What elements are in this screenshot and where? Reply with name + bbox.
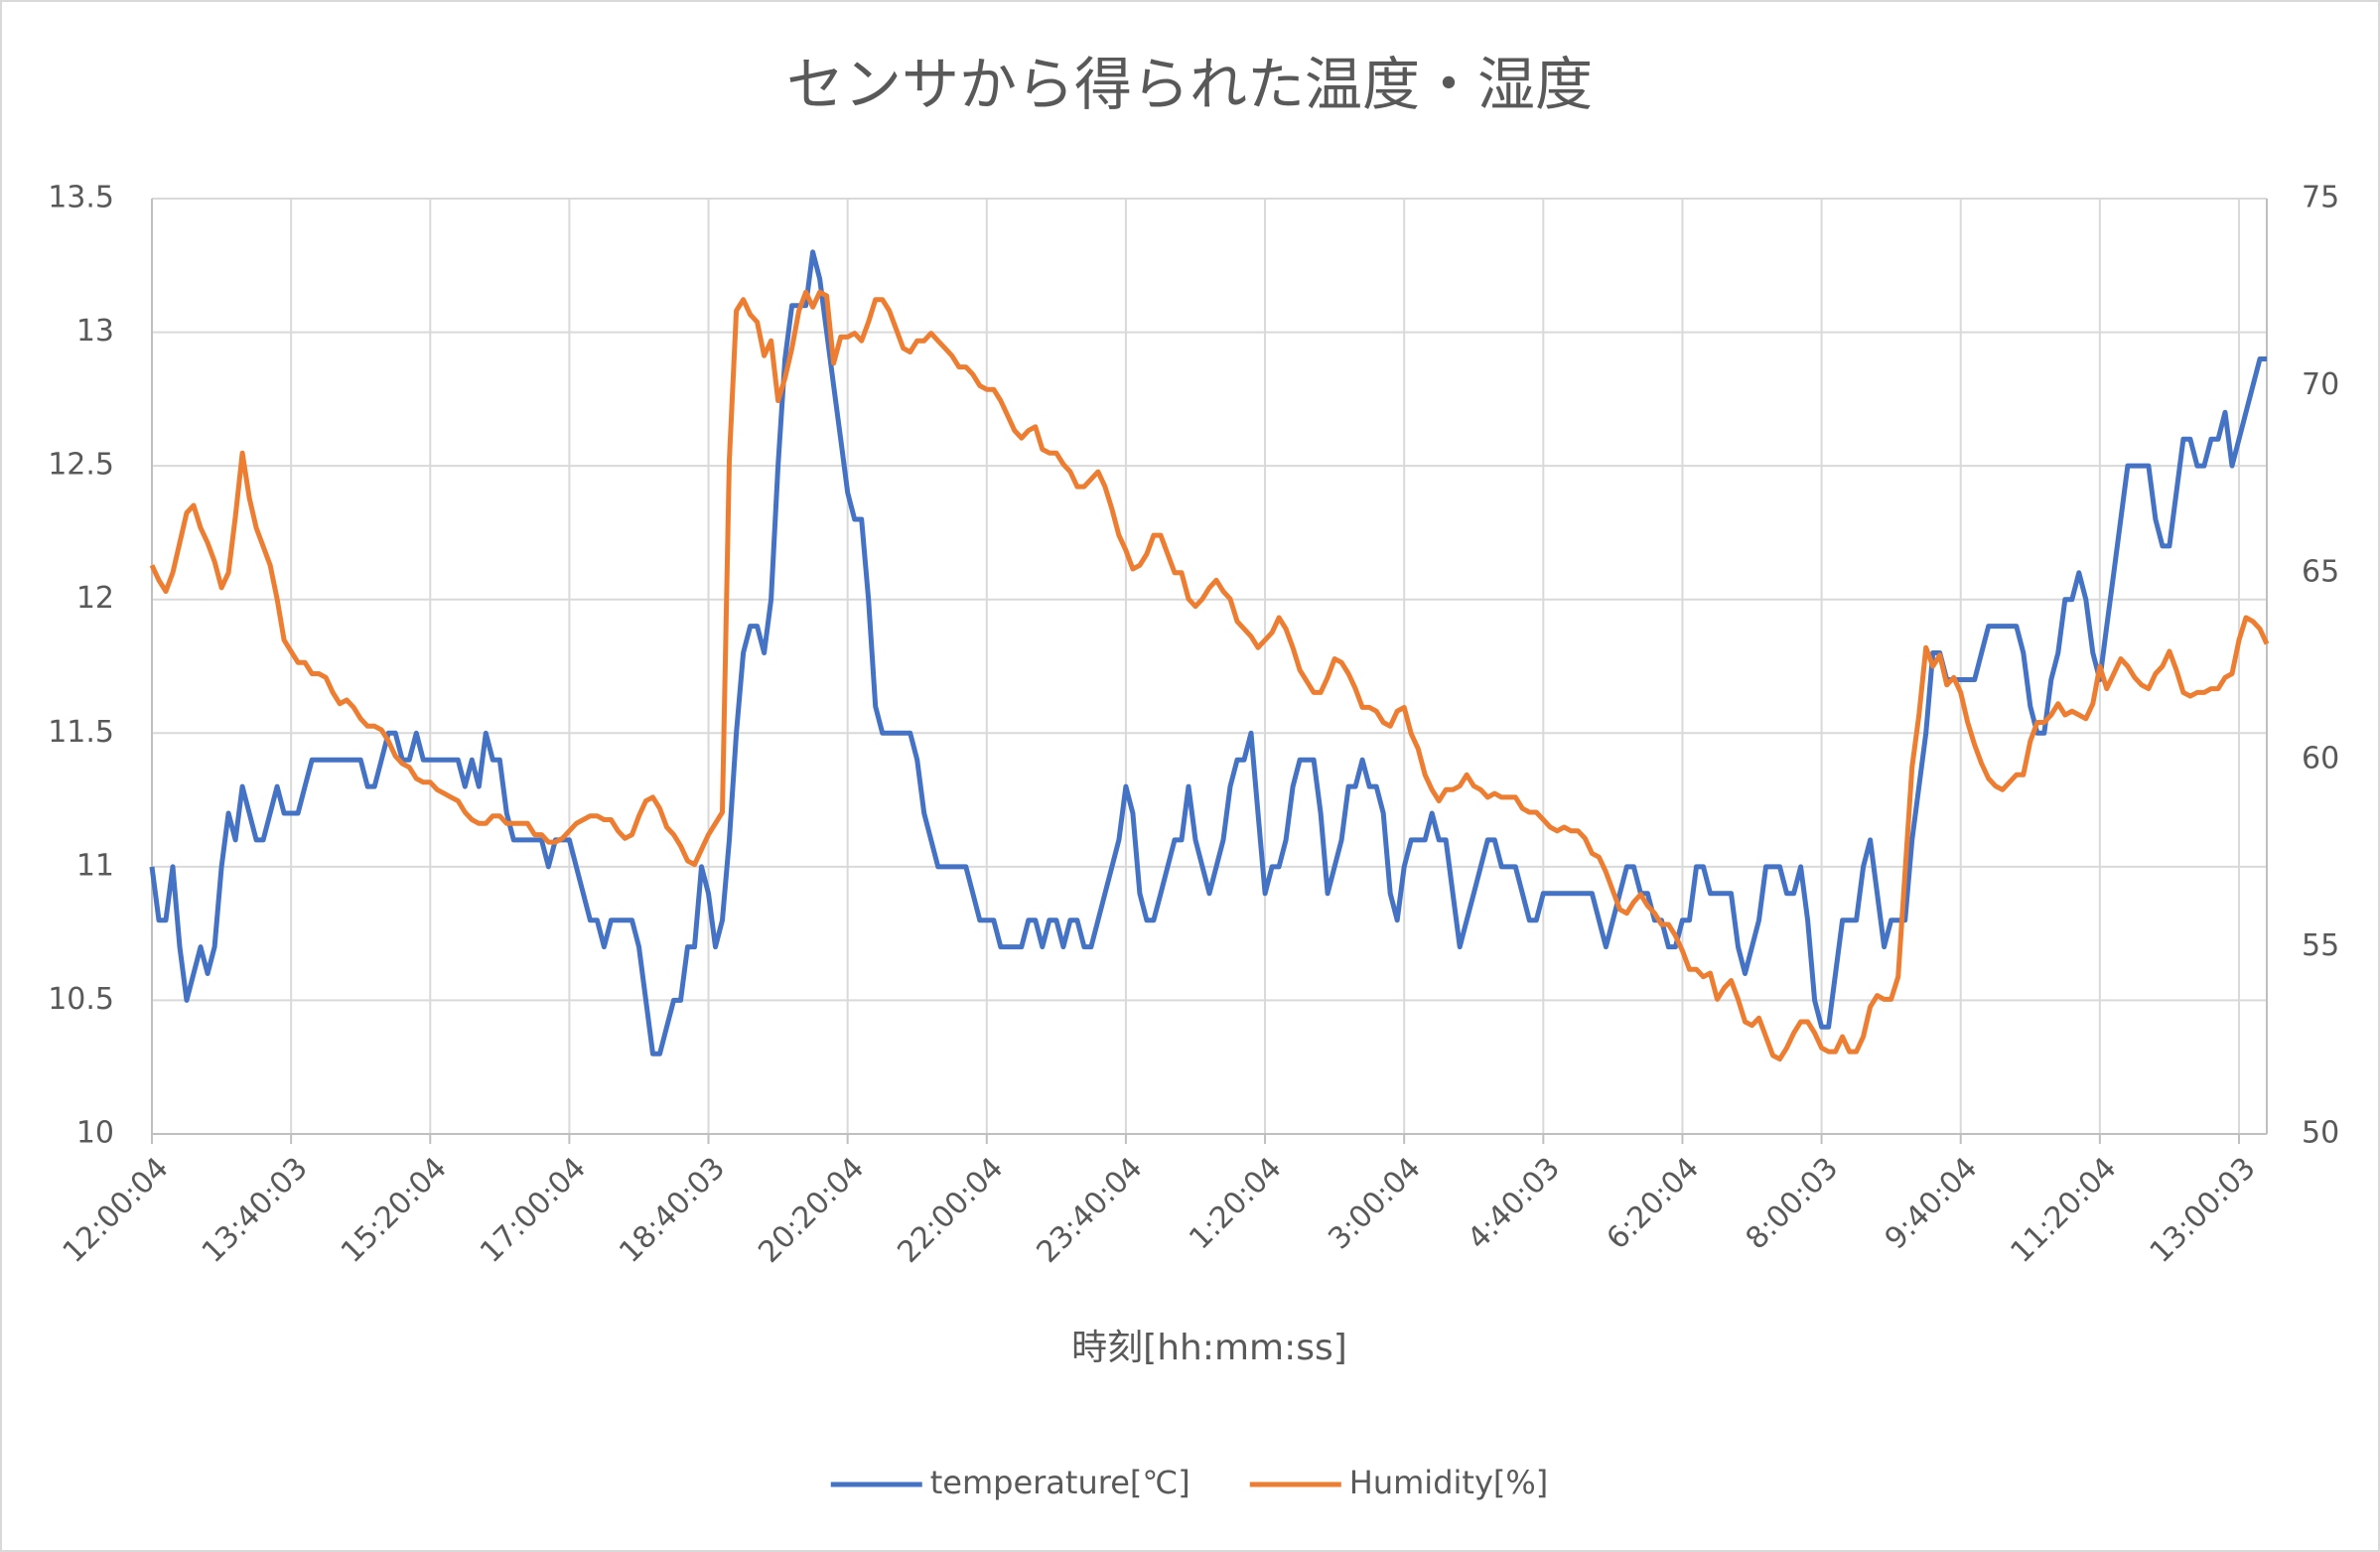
y-tick-label: 13	[76, 314, 114, 349]
x-axis-title: 時刻[hh:mm:ss]	[1071, 1328, 1347, 1368]
y2-tick-label: 65	[2302, 554, 2339, 589]
y-tick-label: 12.5	[48, 448, 114, 483]
grid	[151, 198, 2268, 1144]
plot	[149, 249, 2270, 1062]
legend-label: Humidity[%]	[1349, 1464, 1548, 1501]
chart-title: センサから得られた温度・湿度	[786, 51, 1593, 118]
y-tick-label: 11.5	[48, 715, 114, 750]
series-line	[149, 249, 2267, 1057]
y-tick-label: 12	[76, 581, 114, 616]
y2-tick-label: 50	[2302, 1116, 2339, 1151]
series-line	[149, 289, 2270, 1062]
y-tick-label: 11	[76, 848, 114, 883]
y-tick-label: 10	[76, 1116, 114, 1151]
y2-tick-label: 70	[2302, 367, 2339, 402]
y2-tick-label: 75	[2302, 181, 2339, 215]
y2-tick-label: 60	[2302, 742, 2339, 776]
legend-label: temperature[℃]	[930, 1464, 1190, 1501]
y2-tick-label: 55	[2302, 928, 2339, 963]
y-tick-label: 13.5	[48, 181, 114, 215]
y-tick-label: 10.5	[48, 982, 114, 1017]
